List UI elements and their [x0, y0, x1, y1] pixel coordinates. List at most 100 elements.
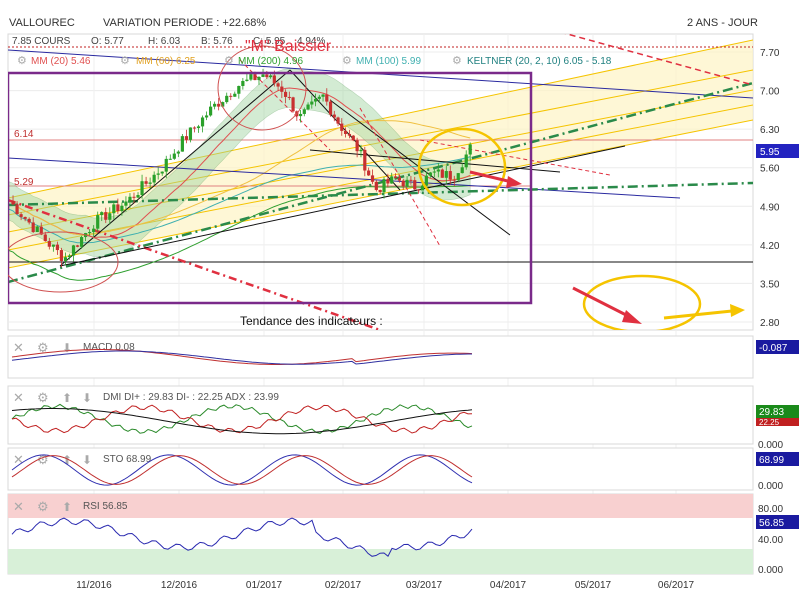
candle-body	[192, 127, 197, 129]
candle-body	[347, 133, 352, 136]
legend-mm100: MM (100) 5.99	[356, 56, 421, 67]
quote-high: H: 6.03	[148, 36, 181, 47]
arrow-down-icon[interactable]: ⬇	[82, 391, 92, 405]
candle-body	[31, 222, 35, 233]
arrow-up-icon[interactable]: ⬆	[62, 391, 72, 405]
green-uptrend-line	[8, 181, 753, 207]
legend-yellow-arrow	[663, 309, 733, 320]
quote-cours: 7.85 COURS	[12, 36, 71, 47]
time-tick-label: 02/2017	[325, 580, 362, 591]
candle-body	[405, 179, 409, 187]
gear-icon[interactable]: ⚙	[37, 499, 49, 514]
candle-body	[413, 180, 417, 190]
candle-body	[432, 171, 436, 173]
candle-body	[39, 226, 43, 235]
candle-body	[19, 214, 23, 217]
sto-k-line	[11, 454, 473, 486]
rsi-overbought-zone	[8, 494, 753, 518]
dmi-panel: ✕ ⚙ ⬆ ⬇ DMI DI+ : 29.83 DI- : 22.25 ADX …	[7, 385, 799, 451]
candle-body	[393, 176, 398, 178]
rsi-badge	[756, 515, 799, 529]
close-icon[interactable]: ✕	[13, 499, 24, 514]
time-tick-label: 06/2017	[658, 580, 695, 591]
candle-body	[120, 205, 124, 212]
m-pattern-line	[59, 69, 291, 267]
arrow-up-icon[interactable]: ⬆	[62, 500, 72, 514]
mm60-line	[8, 119, 471, 235]
gear-icon[interactable]: ⚙	[120, 55, 130, 67]
candle-body	[63, 257, 68, 262]
sto-badge	[756, 452, 799, 466]
candle-body	[298, 113, 303, 117]
candle-body	[172, 153, 176, 159]
candle-body	[51, 244, 55, 247]
m-pattern-line	[289, 69, 401, 191]
candle-body	[225, 95, 229, 103]
sto-label: STO 68.99	[103, 454, 152, 465]
candle-body	[156, 173, 160, 175]
candle-body	[152, 174, 156, 183]
candle-body	[116, 204, 120, 212]
candle-body	[321, 94, 325, 97]
candle-body	[148, 182, 152, 184]
candle-body	[71, 245, 76, 256]
candle-body	[276, 83, 280, 87]
candle-body	[92, 228, 96, 232]
gear-icon[interactable]: ⚙	[37, 390, 49, 405]
candle-body	[140, 181, 144, 196]
candle-body	[112, 204, 116, 214]
candle-body	[268, 75, 273, 78]
dmi-badge-plus	[756, 405, 799, 418]
close-icon[interactable]: ✕	[13, 340, 24, 355]
legend-keltner: KELTNER (20, 2, 10) 6.05 - 5.18	[467, 56, 612, 67]
gear-icon[interactable]: ⚙	[452, 55, 462, 67]
macd-lines	[11, 349, 473, 365]
candle-body	[253, 74, 257, 81]
candle-body	[213, 103, 217, 107]
candle-body	[424, 175, 428, 186]
candle-body	[417, 189, 421, 191]
candle-body	[378, 189, 382, 193]
legend-yellow-arrowhead	[730, 304, 745, 317]
gear-icon[interactable]: ⚙	[342, 55, 352, 67]
dmi-badge-minus-value: 22.25	[759, 418, 780, 427]
arrow-up-icon[interactable]: ⬆	[62, 453, 72, 467]
rsi-badge-value: 56.85	[759, 518, 784, 529]
candle-body	[233, 93, 237, 97]
arrow-down-icon[interactable]: ⬇	[62, 341, 72, 355]
gear-icon[interactable]: ⚙	[37, 340, 49, 355]
candle-body	[313, 98, 318, 102]
candle-body	[444, 171, 448, 178]
arrow-down-icon[interactable]: ⬇	[82, 453, 92, 467]
candle-body	[261, 74, 265, 77]
sto-frame	[7, 447, 754, 491]
candle-body	[448, 171, 452, 180]
candle-body	[374, 181, 378, 190]
candle-body	[351, 135, 355, 141]
close-icon[interactable]: ✕	[13, 390, 24, 405]
candle-body	[280, 86, 284, 92]
gear-icon[interactable]: ⚙	[17, 55, 27, 67]
tendance-label: Tendance des indicateurs :	[240, 314, 383, 328]
candle-body	[11, 200, 15, 205]
gear-icon[interactable]: ⚙	[224, 55, 234, 67]
keltner-fill	[8, 68, 471, 257]
sto-badge-value: 68.99	[759, 455, 784, 466]
dmi-badge-minus	[756, 418, 799, 426]
candle-body	[310, 101, 314, 105]
candle-body	[409, 179, 413, 181]
level-614-label: 6.14	[14, 129, 34, 140]
candle-body	[257, 76, 261, 81]
gear-icon[interactable]: ⚙	[37, 452, 49, 467]
close-icon[interactable]: ✕	[13, 452, 24, 467]
dmi-lines	[11, 403, 473, 435]
red-dashed-projection	[359, 107, 441, 247]
variation-label: VARIATION PERIODE : +22.68%	[103, 17, 266, 29]
dmi-minus-line	[11, 404, 473, 434]
price-panel: 7.70 7.00 6.30 5.60 4.90 4.20 3.50 2.80 7.85 CO…	[7, 33, 799, 574]
candle-body	[79, 237, 84, 247]
green-uptrend-line	[8, 81, 753, 284]
candle-body	[440, 169, 444, 178]
candle-body	[359, 149, 363, 152]
